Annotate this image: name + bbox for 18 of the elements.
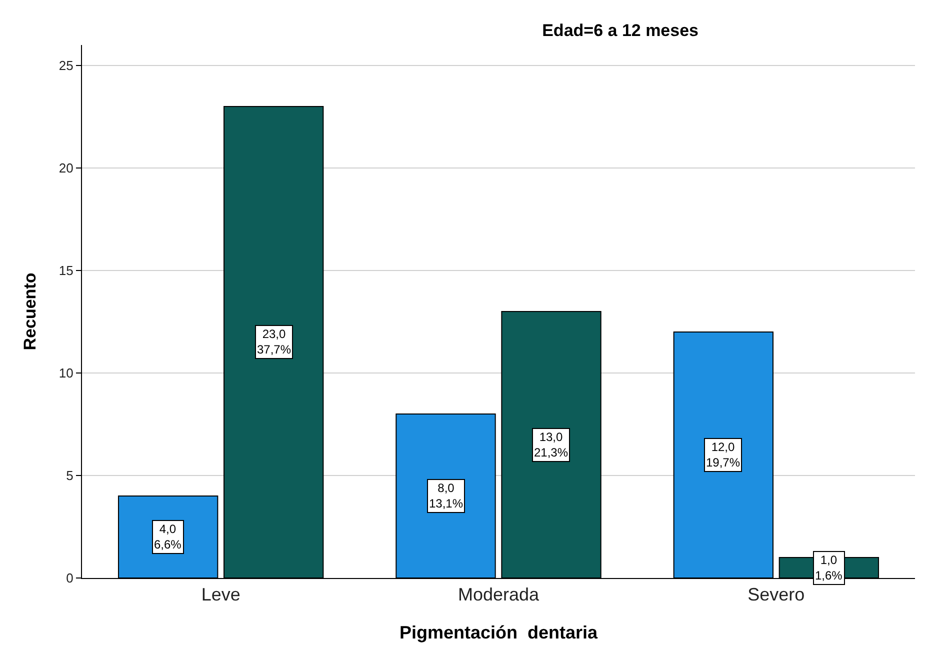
data-label: 23,0 37,7%	[257, 327, 292, 357]
y-tick-label: 25	[58, 58, 74, 74]
y-tick-label: 20	[58, 160, 74, 176]
x-tick-label: Severo	[748, 584, 805, 605]
y-tick-label: 0	[66, 570, 74, 586]
y-axis-title: Recuento	[20, 272, 40, 350]
data-label: 13,0 21,3%	[534, 430, 568, 460]
x-axis-title: Pigmentación dentaria	[399, 622, 599, 643]
chart-title: Edad=6 a 12 meses	[542, 20, 699, 40]
data-label: 8,0 13,1%	[429, 481, 464, 511]
data-label: 1,0 1,6%	[815, 553, 843, 583]
y-tick-label: 10	[58, 366, 74, 381]
y-tick-label: 5	[66, 468, 74, 484]
x-tick-label: Leve	[201, 584, 240, 605]
y-tick-label: 15	[58, 263, 74, 278]
data-label: 4,0 6,6%	[154, 522, 182, 552]
data-label: 12,0 19,7%	[706, 440, 740, 470]
x-tick-label: Moderada	[458, 584, 540, 605]
